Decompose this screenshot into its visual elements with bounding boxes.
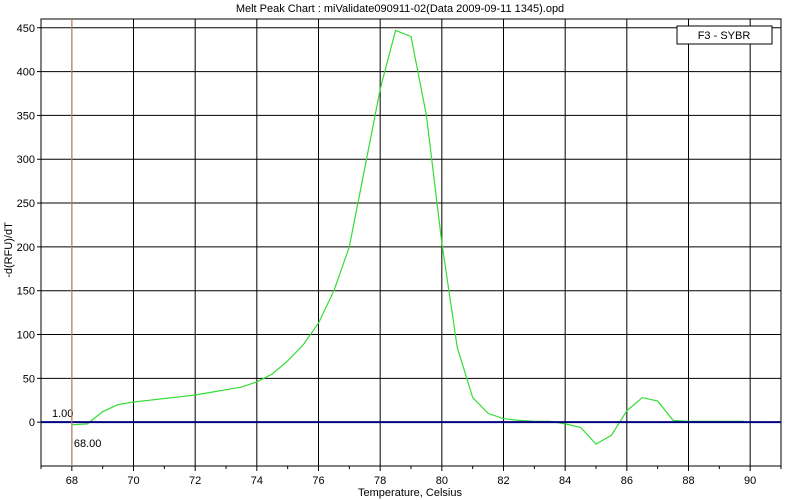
x-tick-label-76: 76 bbox=[312, 475, 324, 487]
overlay-layer: 1.00 68.00 bbox=[41, 19, 781, 466]
x-tick-label-70: 70 bbox=[127, 475, 139, 487]
legend-entry-label: F3 - SYBR bbox=[698, 30, 751, 42]
y-tick-label-50: 50 bbox=[23, 373, 35, 385]
y-tick-label-100: 100 bbox=[17, 330, 35, 342]
x-axis-title: Temperature, Celsius bbox=[358, 487, 462, 499]
y-axis-title: -d(RFU)/dT bbox=[3, 222, 15, 278]
legend-box bbox=[676, 25, 773, 45]
x-tick-label-86: 86 bbox=[621, 475, 633, 487]
x-tick-label-90: 90 bbox=[744, 475, 756, 487]
x-tick-label-74: 74 bbox=[251, 475, 263, 487]
threshold-label: 1.00 bbox=[52, 408, 73, 420]
y-tick-label-150: 150 bbox=[17, 286, 35, 298]
legend: F3 - SYBR bbox=[676, 25, 773, 45]
x-tick-label-72: 72 bbox=[189, 475, 201, 487]
series-layer bbox=[71, 29, 744, 445]
x-tick-label-80: 80 bbox=[436, 475, 448, 487]
y-tick-label-200: 200 bbox=[17, 242, 35, 254]
y-tick-label-400: 400 bbox=[17, 67, 35, 79]
x-tick-label-88: 88 bbox=[682, 475, 694, 487]
x-tick-label-78: 78 bbox=[374, 475, 386, 487]
series-line-0 bbox=[71, 29, 744, 445]
y-tick-label-450: 450 bbox=[17, 23, 35, 35]
y-tick-label-0: 0 bbox=[29, 417, 35, 429]
y-tick-label-250: 250 bbox=[17, 198, 35, 210]
chart-title: Melt Peak Chart : miValidate090911-02(Da… bbox=[236, 3, 564, 15]
vertical-marker-label: 68.00 bbox=[74, 438, 102, 450]
x-tick-label-84: 84 bbox=[559, 475, 571, 487]
axes: 68 70 72 74 76 78 80 82 84 86 88 90 0 50 100 150 200 250 3… bbox=[17, 18, 782, 487]
y-tick-label-350: 350 bbox=[17, 110, 35, 122]
x-tick-label-82: 82 bbox=[497, 475, 509, 487]
y-tick-label-300: 300 bbox=[17, 154, 35, 166]
x-tick-label-68: 68 bbox=[66, 475, 78, 487]
